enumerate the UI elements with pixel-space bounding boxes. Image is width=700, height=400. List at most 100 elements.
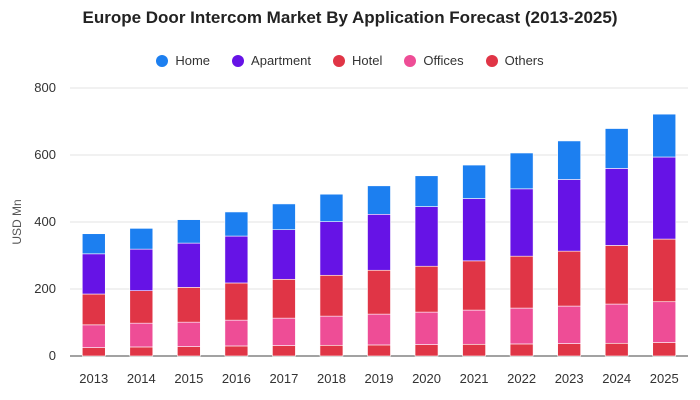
bar-hotel-2020 xyxy=(414,265,439,313)
x-tick-label: 2016 xyxy=(222,371,251,386)
bar-home-2023 xyxy=(557,140,581,180)
bar-offices-2018 xyxy=(319,315,344,346)
y-axis-title: USD Mn xyxy=(10,199,24,244)
bar-hotel-2015 xyxy=(177,287,201,323)
bar-apartment-2017 xyxy=(272,229,296,280)
bar-apartment-2022 xyxy=(509,188,534,257)
bar-apartment-2018 xyxy=(319,221,344,276)
bar-home-2014 xyxy=(129,228,154,250)
y-tick-label: 200 xyxy=(34,281,56,296)
y-tick-label: 600 xyxy=(34,147,56,162)
legend-item-home[interactable]: Home xyxy=(156,53,210,68)
bar-others-2025 xyxy=(652,342,677,357)
legend-label: Apartment xyxy=(251,53,312,68)
bar-hotel-2018 xyxy=(319,274,344,317)
legend-label: Others xyxy=(504,53,544,68)
bar-home-2022 xyxy=(509,152,534,190)
bar-hotel-2013 xyxy=(81,293,106,326)
x-tick-label: 2014 xyxy=(127,371,156,386)
y-tick-label: 800 xyxy=(34,80,56,95)
bar-offices-2016 xyxy=(224,319,249,347)
bar-hotel-2023 xyxy=(557,250,581,307)
bar-home-2025 xyxy=(652,113,677,158)
bar-hotel-2021 xyxy=(462,260,486,311)
bar-others-2019 xyxy=(367,344,391,357)
bar-offices-2013 xyxy=(81,324,106,348)
legend-swatch xyxy=(333,54,346,67)
bar-hotel-2017 xyxy=(272,278,296,319)
bar-others-2020 xyxy=(414,344,439,357)
legend: Home Apartment Hotel Offices Others xyxy=(0,53,700,68)
bar-home-2017 xyxy=(272,203,296,231)
bar-hotel-2025 xyxy=(652,238,677,303)
y-tick-label: 400 xyxy=(34,214,56,229)
bar-home-2015 xyxy=(177,219,201,244)
legend-item-apartment[interactable]: Apartment xyxy=(232,53,311,68)
legend-swatch xyxy=(156,54,169,67)
bar-hotel-2022 xyxy=(509,255,534,309)
x-tick-label: 2015 xyxy=(174,371,203,386)
legend-label: Hotel xyxy=(352,53,383,68)
bar-hotel-2016 xyxy=(224,282,249,321)
bar-home-2018 xyxy=(319,193,344,222)
x-tick-label: 2024 xyxy=(602,371,631,386)
bar-home-2021 xyxy=(462,164,486,199)
x-tick-label: 2019 xyxy=(365,371,394,386)
bar-others-2021 xyxy=(462,343,486,357)
x-tick-label: 2023 xyxy=(555,371,584,386)
bar-offices-2017 xyxy=(272,317,296,346)
bar-apartment-2025 xyxy=(652,156,677,240)
legend-swatch xyxy=(232,54,245,67)
legend-item-offices[interactable]: Offices xyxy=(404,53,464,68)
chart-title: Europe Door Intercom Market By Applicati… xyxy=(82,8,618,27)
bar-home-2024 xyxy=(604,128,629,169)
x-tick-label: 2013 xyxy=(79,371,108,386)
bar-offices-2023 xyxy=(557,305,581,344)
legend-swatch xyxy=(404,54,417,67)
bar-apartment-2020 xyxy=(414,206,439,267)
legend-swatch xyxy=(485,54,498,67)
legend-item-others[interactable]: Others xyxy=(485,53,544,68)
bar-others-2013 xyxy=(81,347,106,357)
bar-offices-2020 xyxy=(414,311,439,345)
bar-apartment-2013 xyxy=(81,253,106,295)
bar-others-2014 xyxy=(129,346,154,357)
bar-offices-2014 xyxy=(129,322,154,348)
bar-hotel-2024 xyxy=(604,245,629,305)
bar-apartment-2024 xyxy=(604,168,629,246)
x-tick-label: 2017 xyxy=(269,371,298,386)
legend-label: Home xyxy=(175,53,211,68)
bar-offices-2022 xyxy=(509,307,534,345)
x-tick-label: 2025 xyxy=(650,371,679,386)
bar-apartment-2021 xyxy=(462,198,486,262)
bar-others-2016 xyxy=(224,345,249,357)
bar-home-2020 xyxy=(414,175,439,207)
bar-others-2022 xyxy=(509,343,534,357)
bar-offices-2021 xyxy=(462,309,486,345)
bar-offices-2024 xyxy=(604,303,629,344)
bar-hotel-2019 xyxy=(367,269,391,315)
legend-item-hotel[interactable]: Hotel xyxy=(333,53,382,68)
x-tick-label: 2021 xyxy=(460,371,489,386)
bar-home-2013 xyxy=(81,233,106,255)
bar-offices-2019 xyxy=(367,313,391,346)
legend-label: Offices xyxy=(423,53,464,68)
bar-home-2019 xyxy=(367,185,391,215)
bar-apartment-2015 xyxy=(177,242,201,288)
bar-apartment-2019 xyxy=(367,213,391,271)
bar-others-2024 xyxy=(604,342,629,357)
x-tick-label: 2020 xyxy=(412,371,441,386)
bar-others-2015 xyxy=(177,346,201,357)
bar-others-2023 xyxy=(557,343,581,357)
x-tick-label: 2022 xyxy=(507,371,536,386)
bar-offices-2015 xyxy=(177,321,201,347)
bar-others-2018 xyxy=(319,344,344,357)
bar-apartment-2014 xyxy=(129,248,154,291)
bar-apartment-2016 xyxy=(224,235,249,284)
bar-hotel-2014 xyxy=(129,290,154,324)
bar-apartment-2023 xyxy=(557,179,581,252)
bar-home-2016 xyxy=(224,211,249,237)
bar-offices-2025 xyxy=(652,301,677,343)
bar-others-2017 xyxy=(272,345,296,357)
